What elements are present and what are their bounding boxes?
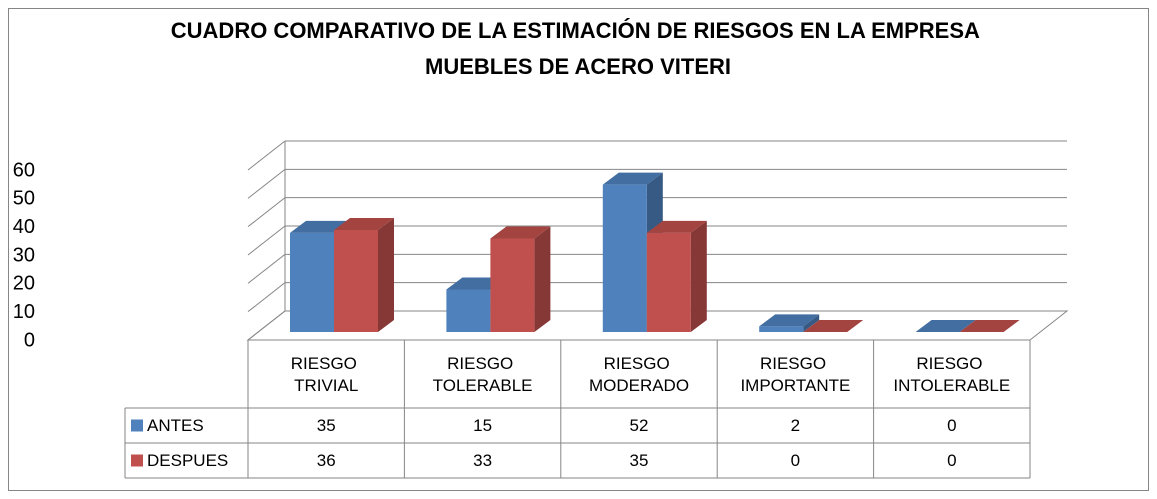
category-label: RIESGO IMPORTANTE bbox=[740, 354, 850, 395]
bar-top bbox=[602, 172, 663, 185]
legend-label: ANTES bbox=[147, 416, 204, 435]
y-tick-label: 0 bbox=[24, 329, 35, 351]
bar bbox=[759, 314, 820, 332]
grid-line bbox=[247, 282, 286, 313]
y-tick-label: 50 bbox=[13, 188, 35, 210]
bar bbox=[646, 220, 707, 332]
table-value: 52 bbox=[630, 416, 649, 435]
bar-front bbox=[646, 232, 691, 332]
grid-line bbox=[247, 168, 286, 199]
y-tick-label: 60 bbox=[13, 159, 35, 181]
bar-side bbox=[534, 226, 551, 332]
chart-border bbox=[8, 8, 1149, 491]
chart-title: CUADRO COMPARATIVO DE LA ESTIMACIÓN DE R… bbox=[171, 18, 985, 79]
bar-top bbox=[334, 218, 394, 230]
legend-key bbox=[131, 454, 143, 467]
table-value: 35 bbox=[630, 451, 649, 470]
grid-line bbox=[247, 140, 286, 171]
y-tick-label: 40 bbox=[13, 216, 35, 238]
table-value: 0 bbox=[791, 451, 800, 470]
y-tick-label: 20 bbox=[13, 273, 35, 295]
bar-top bbox=[646, 220, 707, 233]
y-tick-label: 10 bbox=[13, 301, 35, 323]
bar-front bbox=[602, 184, 647, 332]
bar-side bbox=[803, 314, 820, 332]
table-value: 0 bbox=[947, 451, 956, 470]
bar bbox=[915, 320, 976, 332]
y-tick-label: 30 bbox=[13, 244, 35, 266]
bar bbox=[803, 320, 864, 332]
bar-top bbox=[915, 320, 976, 332]
bar-front bbox=[446, 289, 491, 332]
category-label: RIESGO MODERADO bbox=[589, 354, 689, 395]
table-value: 2 bbox=[791, 416, 800, 435]
bar-front bbox=[290, 232, 334, 332]
bar bbox=[490, 226, 551, 332]
grid-line bbox=[247, 310, 286, 341]
grid-line bbox=[247, 253, 286, 284]
bar bbox=[334, 218, 394, 332]
bar-top bbox=[803, 320, 864, 332]
bar-front bbox=[759, 326, 804, 332]
category-label: RIESGO INTOLERABLE bbox=[893, 354, 1010, 395]
category-label: RIESGO TRIVIAL bbox=[291, 354, 362, 395]
bar bbox=[959, 320, 1020, 332]
table-value: 0 bbox=[947, 416, 956, 435]
category-label: RIESGO TOLERABLE bbox=[433, 354, 533, 395]
table-value: 36 bbox=[317, 451, 336, 470]
table-value: 33 bbox=[473, 451, 492, 470]
bar-side bbox=[378, 218, 394, 332]
bar-side bbox=[690, 220, 707, 332]
bar-front bbox=[490, 238, 535, 332]
grid-line bbox=[247, 225, 286, 256]
table-value: 15 bbox=[473, 416, 492, 435]
grid-line bbox=[247, 197, 286, 228]
table-value: 35 bbox=[317, 416, 336, 435]
bar-top bbox=[959, 320, 1020, 332]
legend-label: DESPUES bbox=[147, 451, 228, 470]
bar-top bbox=[490, 226, 551, 239]
legend-key bbox=[131, 419, 143, 432]
bar-front bbox=[334, 230, 378, 332]
bar-top bbox=[759, 314, 820, 327]
